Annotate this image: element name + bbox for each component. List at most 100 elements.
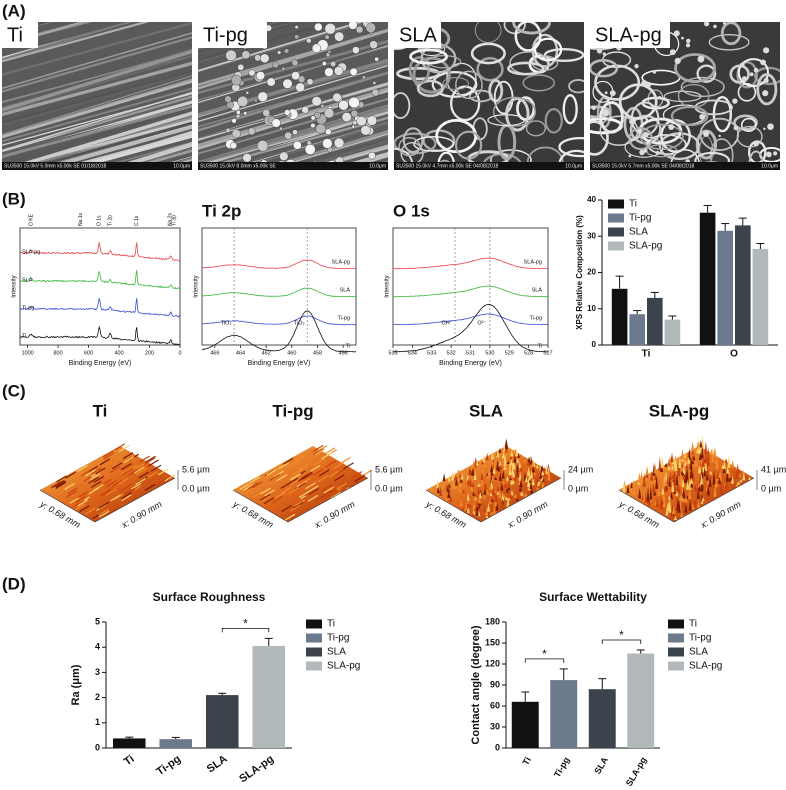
afm-texture [328, 470, 340, 478]
spectrum-trace [392, 303, 549, 353]
afm-texture [439, 486, 443, 496]
afm-texture [527, 456, 531, 463]
sem-particle [291, 71, 300, 81]
trace-label: SLA-pg [332, 259, 350, 265]
afm-texture [506, 460, 510, 464]
sem-particle [596, 48, 603, 54]
bar [205, 695, 239, 748]
afm-texture [120, 463, 132, 471]
afm-texture [69, 496, 81, 504]
afm-texture [324, 447, 336, 455]
afm-texture [492, 466, 496, 474]
afm-texture [500, 499, 504, 509]
y-tick-label: 30 [587, 231, 596, 240]
afm-texture [713, 482, 717, 497]
y-tick-label: 1 [95, 717, 100, 727]
trace-label: Ti [22, 333, 26, 339]
x-tick-label: SLA [205, 753, 230, 775]
sem-particle [773, 151, 778, 156]
sem-pit [442, 77, 470, 90]
afm-texture [675, 491, 679, 497]
sem-particle [641, 80, 648, 87]
sem-label-box [394, 22, 441, 48]
panel-label: (A) [2, 1, 26, 20]
afm-texture [547, 468, 551, 477]
afm-texture [447, 476, 451, 482]
sem-particle [341, 112, 352, 123]
afm-texture [477, 486, 481, 494]
afm-texture [693, 498, 697, 505]
sem-pit [708, 33, 750, 51]
afm-texture [313, 468, 324, 476]
afm-texture [120, 467, 132, 475]
afm-texture [164, 474, 175, 482]
afm-texture [509, 455, 513, 460]
afm-texture [100, 488, 112, 496]
sem-pit [646, 134, 687, 155]
y-tick-label: 20 [587, 268, 596, 277]
afm-texture [95, 467, 106, 475]
bar [511, 701, 539, 748]
spectrum-trace [19, 242, 181, 262]
bar [588, 689, 616, 748]
sem-streak [198, 71, 388, 128]
sem-streak [188, 0, 398, 22]
afm-texture [686, 479, 690, 490]
x-tick-label: 400 [114, 350, 123, 356]
sem-particle [686, 38, 691, 44]
sem-pit [599, 101, 624, 134]
y-tick-label: 0 [495, 742, 500, 752]
sem-particle [254, 54, 262, 62]
sem-image: SU3500 15.0kV 4.7mm x5.00k SE 04/08/2018… [394, 22, 584, 170]
afm-texture [671, 481, 675, 492]
y-tick-label: 0 [95, 742, 100, 752]
afm-texture [535, 463, 539, 469]
sem-pit [455, 70, 483, 100]
afm-texture [501, 451, 505, 459]
legend-swatch [608, 213, 624, 223]
afm-texture [491, 489, 495, 493]
sem-particle [237, 63, 245, 71]
afm-texture [489, 492, 493, 496]
panel-label: (D) [2, 574, 26, 593]
sem-particle [652, 70, 657, 74]
y-tick-label: 2 [95, 692, 100, 702]
afm-texture [77, 499, 88, 507]
afm-texture [449, 495, 453, 502]
afm-texture [711, 447, 715, 455]
afm-texture [670, 452, 674, 463]
sem-particle [350, 109, 359, 118]
y-tick-label: 120 [485, 658, 500, 668]
afm-texture [690, 455, 694, 462]
afm-edge [39, 477, 176, 523]
sem-pit [450, 85, 481, 122]
peak-label: Ti 3p [172, 215, 178, 226]
sem-particle [371, 88, 380, 97]
afm-texture [102, 450, 114, 458]
afm-texture [472, 491, 476, 496]
afm-texture [652, 483, 656, 492]
y-tick-label: 180 [485, 616, 500, 626]
sem-label-box [198, 22, 267, 48]
significance-label: * [542, 647, 547, 661]
afm-texture [490, 508, 494, 513]
afm-texture [505, 475, 509, 481]
afm-texture [491, 451, 495, 460]
afm-texture [521, 479, 525, 483]
afm-texture [264, 489, 275, 497]
afm-texture [490, 498, 494, 502]
afm-texture [127, 469, 139, 477]
afm-texture [144, 483, 156, 491]
sem-pit [416, 79, 444, 98]
x-tick-label: 458 [313, 350, 322, 356]
afm-texture [739, 478, 743, 483]
sem-streak [297, 144, 388, 170]
afm-texture [708, 475, 712, 488]
legend-label: Ti [689, 619, 697, 630]
afm-texture [655, 474, 659, 489]
legend-label: SLA [629, 227, 648, 238]
spectrum-frame [201, 227, 357, 346]
sem-particle [762, 90, 769, 97]
spectrum-trace [201, 315, 357, 326]
sem-particle [284, 109, 291, 116]
